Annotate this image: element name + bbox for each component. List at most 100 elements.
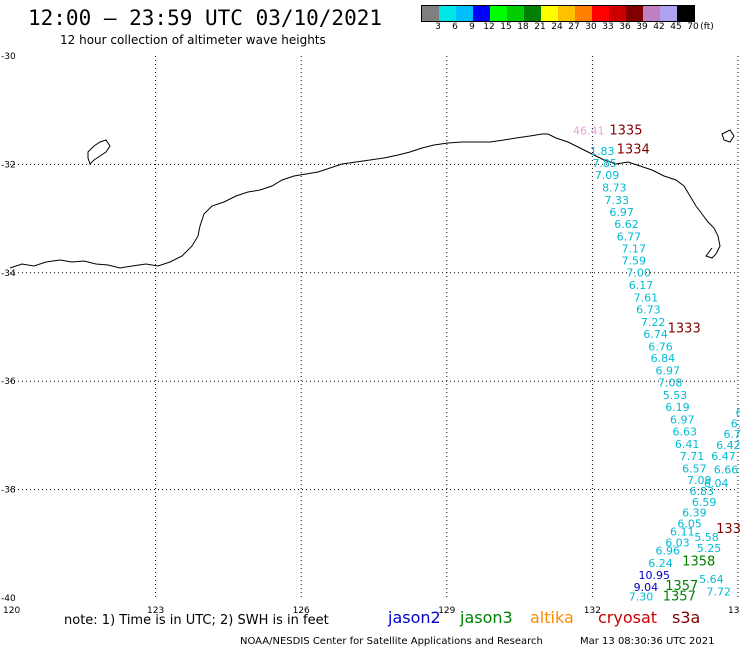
longitude-tick-label: 129: [438, 606, 455, 616]
coastline-peninsula-east: [721, 129, 735, 143]
color-swatch: [558, 6, 575, 21]
color-scale-label: 12: [483, 22, 495, 32]
color-scale-label: 30: [585, 22, 597, 32]
longitude-tick-label: 123: [147, 606, 164, 616]
footer-credit: NOAA/NESDIS Center for Satellite Applica…: [240, 636, 543, 647]
latitude-tick-label: -36: [1, 377, 16, 387]
wave-height-label: 6.24: [648, 557, 673, 570]
wave-height-label: 6.55: [736, 406, 740, 419]
footer-timestamp: Mar 13 08:30:36 UTC 2021: [580, 636, 715, 647]
coastline-mainland: [9, 133, 721, 269]
wave-height-label: 7.72: [706, 585, 731, 598]
pass-number-label: 1333: [668, 321, 701, 336]
wave-height-label: 7.08: [658, 377, 683, 390]
color-swatch: [592, 6, 609, 21]
longitude-tick-labels: 120 123 126 129 132 135: [3, 606, 740, 616]
color-scale-label: 6: [452, 22, 458, 32]
wave-height-label: 7.30: [629, 591, 654, 604]
latitude-tick-label: -34: [1, 269, 16, 279]
wave-height-label: 6.05: [677, 518, 702, 531]
wave-height-label: 6.84: [651, 352, 676, 365]
wave-height-label: 6.19: [665, 401, 690, 414]
longitude-tick-label: 135: [728, 606, 740, 616]
wave-height-label: 6.83: [689, 485, 714, 498]
wave-height-label: 6.62: [614, 218, 639, 231]
coastline: [9, 129, 735, 269]
wave-height-label: 6.97: [609, 206, 634, 219]
wave-height-labels: 46.411.837.857.098.737.336.976.626.777.1…: [573, 125, 740, 604]
color-swatch: [524, 6, 541, 21]
color-scale-label: 18: [517, 22, 529, 32]
color-swatch: [643, 6, 660, 21]
wave-height-label: 6.42: [716, 439, 740, 452]
pass-number-label: 1334: [617, 143, 650, 158]
wave-height-label: 6.97: [670, 413, 695, 426]
wave-height-label: 6.77: [723, 428, 740, 441]
color-swatch: [507, 6, 524, 21]
wave-height-label: 6.11: [670, 526, 695, 539]
wave-height-label: 6.04: [704, 477, 729, 490]
color-scale-label: (ft): [700, 22, 714, 32]
legend-item-cryosat: cryosat: [598, 608, 658, 627]
pass-number-label: 1335: [609, 124, 642, 139]
color-scale-label: 39: [636, 22, 648, 32]
latitude-tick-label: -32: [1, 160, 16, 170]
color-swatch: [439, 6, 456, 21]
legend-item-jason3: jason3: [460, 608, 513, 627]
wave-height-label: 6.96: [655, 545, 680, 558]
longitude-tick-label: 120: [3, 606, 20, 616]
wave-height-label: 1.83: [590, 145, 615, 158]
color-scale-label: 27: [568, 22, 580, 32]
color-swatch: [541, 6, 558, 21]
color-swatch: [626, 6, 643, 21]
latitude-tick-labels: -30 -32 -34 -36 -38 -40: [1, 52, 16, 604]
wave-height-label: 7.59: [622, 255, 647, 268]
map-title: 12:00 – 23:59 UTC 03/10/2021: [28, 6, 383, 30]
wave-height-label: 6.73: [636, 303, 661, 316]
color-swatch: [660, 6, 677, 21]
wave-height-label: 5.53: [663, 389, 688, 402]
wave-height-label: 7.33: [605, 194, 630, 207]
legend-item-altika: altika: [530, 608, 574, 627]
color-swatch: [609, 6, 626, 21]
color-swatch: [490, 6, 507, 21]
wave-height-label: 7.09: [595, 169, 620, 182]
wave-height-label: 46.41: [573, 125, 605, 138]
pass-number-label: 1332: [716, 522, 740, 537]
wave-height-label: 6.31: [731, 417, 740, 430]
wave-height-label: 8.73: [602, 182, 627, 195]
color-scale-label: 70: [687, 22, 699, 32]
color-swatch: [575, 6, 592, 21]
color-scale-label: 3: [435, 22, 441, 32]
color-scale-label: 21: [534, 22, 546, 32]
wave-height-label: 6.41: [675, 438, 700, 451]
wave-height-label: 7.61: [634, 292, 659, 305]
color-scale-label: 24: [551, 22, 563, 32]
wave-height-label: 7.71: [680, 450, 705, 463]
legend-item-jason2: jason2: [388, 608, 441, 627]
wave-height-label: 7.00: [626, 267, 651, 280]
wave-height-label: 6.66: [714, 463, 739, 476]
wave-height-label: 6.39: [682, 507, 707, 520]
color-scale-label: 36: [619, 22, 631, 32]
color-scale-labels: 3 6 9 12 15 18 21 24 27 30 33 36 39 42 45 70 (ft): [421, 22, 740, 34]
wave-height-label: 6.97: [655, 365, 680, 378]
wave-height-label: 5.64: [699, 573, 724, 586]
wave-height-label: 6.74: [643, 328, 668, 341]
wave-height-label: 6.57: [682, 462, 707, 475]
map-frame: [10, 56, 738, 598]
wave-height-label: 6.63: [672, 425, 697, 438]
latitude-tick-label: -38: [1, 486, 16, 496]
wave-height-label: 7.22: [641, 316, 666, 329]
color-swatch: [473, 6, 490, 21]
latitude-tick-label: -40: [1, 594, 16, 604]
wave-height-label: 7.85: [592, 157, 617, 170]
color-swatch: [456, 6, 473, 21]
wave-height-label: 5.58: [694, 531, 719, 544]
wave-height-label: 6.76: [648, 340, 673, 353]
wave-height-label: 6.77: [617, 230, 642, 243]
wave-height-label: 6.17: [629, 279, 654, 292]
wave-height-label: 6.59: [692, 496, 717, 509]
wave-height-label: 6.03: [665, 537, 690, 550]
units-note: note: 1) Time is in UTC; 2) SWH is in fe…: [64, 613, 329, 628]
